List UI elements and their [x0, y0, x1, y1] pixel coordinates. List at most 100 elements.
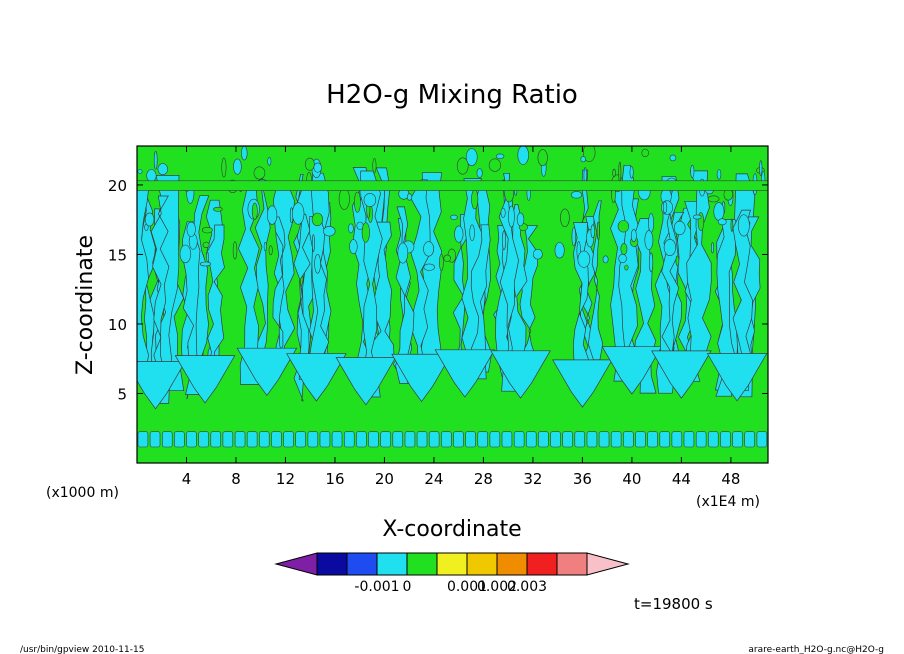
- y-tick-label: 5: [117, 385, 127, 403]
- time-label: t=19800 s: [634, 595, 713, 613]
- x-tick-label: 16: [325, 470, 344, 488]
- contour-blob: [353, 191, 361, 213]
- contour-blob: [516, 212, 525, 227]
- x-tick-label: 40: [622, 470, 641, 488]
- contour-trough: [651, 350, 712, 399]
- contour-blob: [268, 245, 273, 256]
- contour-region-negative: [732, 209, 753, 391]
- low-band-cell: [137, 431, 149, 448]
- contour-blob: [648, 213, 654, 233]
- contour-blob: [669, 154, 677, 162]
- contour-blob: [454, 225, 464, 243]
- contour-blob: [348, 223, 354, 234]
- colorbar-swatch: [376, 552, 408, 576]
- low-band-cell: [574, 431, 585, 448]
- contour-region-negative: [470, 224, 491, 380]
- contour-blob: [443, 254, 451, 262]
- contour-blob: [267, 157, 272, 166]
- contour-blob: [363, 193, 377, 207]
- low-band-cell: [598, 431, 610, 448]
- colorbar-label: 0.001: [447, 579, 487, 595]
- colorbar-left-arrow: [274, 552, 318, 576]
- contour-blob: [532, 248, 543, 260]
- contour-blob: [144, 212, 155, 227]
- low-band-cell: [453, 431, 464, 448]
- low-band-cell: [234, 431, 246, 448]
- low-band-cell: [416, 431, 428, 448]
- contour-blob: [612, 168, 616, 178]
- contour-blob: [179, 244, 192, 264]
- colorbar-label: 0.002: [477, 579, 517, 595]
- colorbar-swatch: [316, 552, 348, 576]
- low-band-cell: [258, 431, 270, 448]
- contour-blob: [759, 160, 763, 176]
- low-band-cell: [720, 431, 731, 448]
- contour-trough: [335, 357, 397, 406]
- contour-blob: [602, 255, 609, 264]
- contour-blob: [596, 221, 600, 240]
- low-band-cell: [695, 431, 707, 448]
- low-band-cell: [732, 431, 743, 448]
- low-band-cell: [550, 431, 561, 448]
- low-band-cell: [331, 431, 343, 448]
- contour-region-negative: [686, 170, 712, 356]
- contour-region-negative: [519, 225, 539, 357]
- contour-blob: [641, 148, 649, 158]
- x-tick-label: 4: [182, 470, 192, 488]
- contour-region-negative: [150, 195, 170, 374]
- x-axis-ticks: 4 8 12 16 20 24 28 32 36 40 44 48: [182, 146, 740, 488]
- colorbar-right-arrow: [586, 552, 630, 576]
- low-band-cell: [198, 431, 209, 448]
- contour-blob: [423, 241, 434, 257]
- contour-blob: [577, 250, 591, 268]
- contour-trough: [601, 346, 663, 395]
- contour-blob: [554, 242, 565, 259]
- low-band-cell: [174, 431, 185, 448]
- low-band-cell: [441, 431, 452, 448]
- contour-blob: [508, 205, 515, 228]
- contour-blob: [349, 239, 358, 254]
- contour-blob: [233, 158, 242, 175]
- colorbar-swatch: [556, 552, 588, 576]
- contour-blob: [153, 151, 158, 170]
- contour-blob: [713, 202, 725, 221]
- low-band-cell: [343, 431, 355, 448]
- contour-region-negative: [395, 206, 415, 384]
- contour-blob: [439, 253, 444, 271]
- contour-blob: [618, 161, 622, 183]
- contour-blob: [673, 220, 686, 236]
- low-band-cell: [186, 431, 197, 448]
- low-band-cell: [562, 431, 573, 448]
- contour-blob: [571, 227, 576, 247]
- contour-trough: [236, 347, 298, 397]
- x-tick-label: 32: [523, 470, 542, 488]
- low-band-cell: [295, 431, 306, 448]
- low-band-cell: [428, 431, 440, 448]
- contour-blob: [137, 169, 143, 174]
- contour-blob: [707, 195, 720, 203]
- low-band-cell: [707, 431, 719, 448]
- contour-blob: [206, 252, 209, 262]
- contour-blob: [213, 206, 223, 212]
- colorbar: [274, 552, 630, 576]
- contour-blob: [471, 189, 479, 210]
- low-band-cell: [307, 431, 319, 448]
- plot-area: [137, 146, 768, 463]
- y-axis-ticks: 5 10 15 20: [108, 177, 768, 403]
- contour-blob: [469, 224, 475, 242]
- contour-blob: [201, 226, 213, 234]
- contour-blob: [629, 166, 634, 179]
- low-band-cell: [392, 431, 403, 448]
- contour-blob: [311, 234, 315, 253]
- x-tick-label: 20: [375, 470, 394, 488]
- contour-blob: [267, 205, 278, 225]
- x-axis-label: X-coordinate: [382, 517, 521, 542]
- low-band-cell: [210, 431, 222, 448]
- x-tick-label: 12: [276, 470, 295, 488]
- low-band-cell: [404, 431, 416, 448]
- low-band-cell: [513, 431, 525, 448]
- chart-title: H2O-g Mixing Ratio: [326, 80, 578, 110]
- low-band-cell: [671, 431, 683, 448]
- contour-blob: [292, 202, 305, 225]
